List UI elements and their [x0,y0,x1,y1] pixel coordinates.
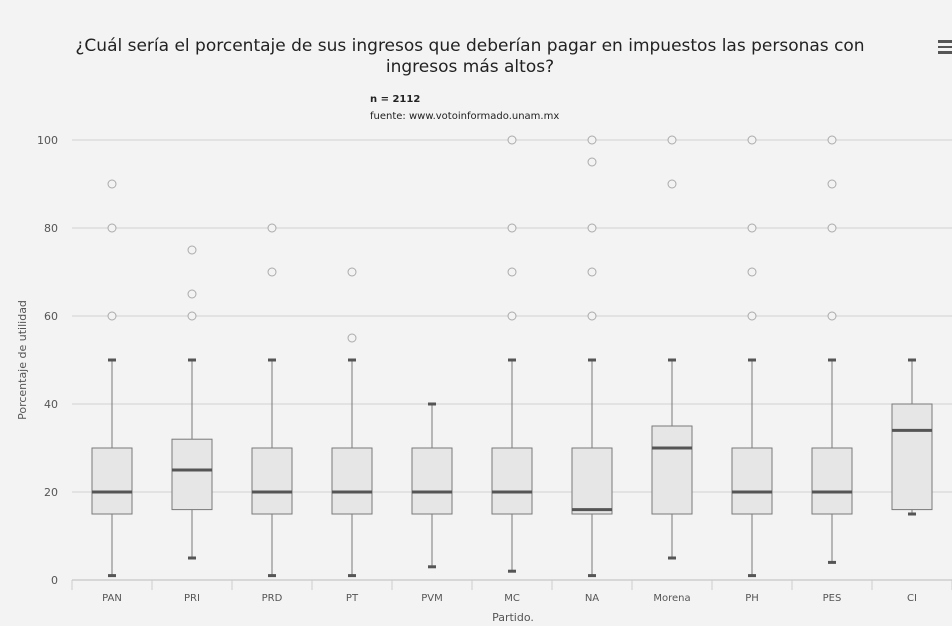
box-mc [491,135,533,573]
iqr-box [571,447,613,515]
iqr-box [171,438,213,511]
chart-title: ¿Cuál sería el porcentaje de sus ingreso… [75,36,865,77]
outlier-point [187,289,197,299]
outlier-point [347,333,357,343]
outlier-point [667,179,677,189]
outlier-point [587,267,597,277]
y-axis-label: Porcentaje de utilidad [16,300,29,420]
outlier-point [747,135,757,145]
outlier-point [107,223,117,233]
outlier-point [587,157,597,167]
box-ci [891,358,933,516]
x-axis-label: Partido. [492,611,534,624]
outlier-point [267,223,277,233]
outlier-point [827,311,837,321]
outlier-point [187,311,197,321]
box-ph [731,135,773,578]
outlier-point [187,245,197,255]
iqr-box [331,447,373,515]
y-tick-label: 80 [44,222,58,235]
x-tick-label: Morena [653,593,690,604]
outlier-point [507,267,517,277]
outlier-point [827,179,837,189]
outlier-point [107,179,117,189]
box-morena [651,135,693,560]
iqr-box [891,403,933,511]
iqr-box [491,447,533,515]
y-tick-label: 0 [51,574,58,587]
sample-size-label: n = 2112 [370,94,421,105]
outlier-point [507,135,517,145]
y-tick-label: 100 [37,134,58,147]
outlier-point [267,267,277,277]
box-prd [251,223,293,578]
outlier-point [827,135,837,145]
outlier-point [107,311,117,321]
box-pvm [411,402,453,569]
iqr-box [251,447,293,515]
box-na [571,135,613,578]
outlier-point [667,135,677,145]
iqr-box [811,447,853,515]
axis-layer: 0 20 40 60 80 100 PAN PRI PRD PT PVM MC NA Morena PH PE… [37,134,952,604]
x-tick-label: MC [504,593,520,604]
x-tick-label: PRI [184,593,200,604]
y-tick-label: 40 [44,398,58,411]
x-tick-label: PES [823,593,842,604]
y-tick-label: 60 [44,310,58,323]
outlier-point [747,223,757,233]
x-tick-label: NA [585,593,599,604]
outlier-point [587,223,597,233]
x-tick-label: CI [907,593,917,604]
x-tick-label: PH [745,593,759,604]
box-pri [171,245,213,560]
outlier-point [507,223,517,233]
y-tick-label: 20 [44,486,58,499]
outlier-point [827,223,837,233]
box-pes [811,135,853,564]
iqr-box [731,447,773,515]
outlier-point [747,267,757,277]
outlier-point [587,135,597,145]
outlier-point [347,267,357,277]
iqr-box [411,447,453,515]
outlier-point [507,311,517,321]
hamburger-menu-icon[interactable] [938,40,952,56]
box-pan [91,179,133,578]
x-tick-label: PRD [262,593,283,604]
x-tick-label: PVM [421,593,443,604]
outlier-point [747,311,757,321]
box-pt [331,267,373,578]
iqr-box [91,447,133,515]
x-tick-label: PAN [102,593,122,604]
source-label: fuente: www.votoinformado.unam.mx [370,111,560,122]
iqr-box [651,425,693,515]
x-tick-label: PT [346,593,359,604]
outlier-point [587,311,597,321]
box-layer [91,135,933,578]
